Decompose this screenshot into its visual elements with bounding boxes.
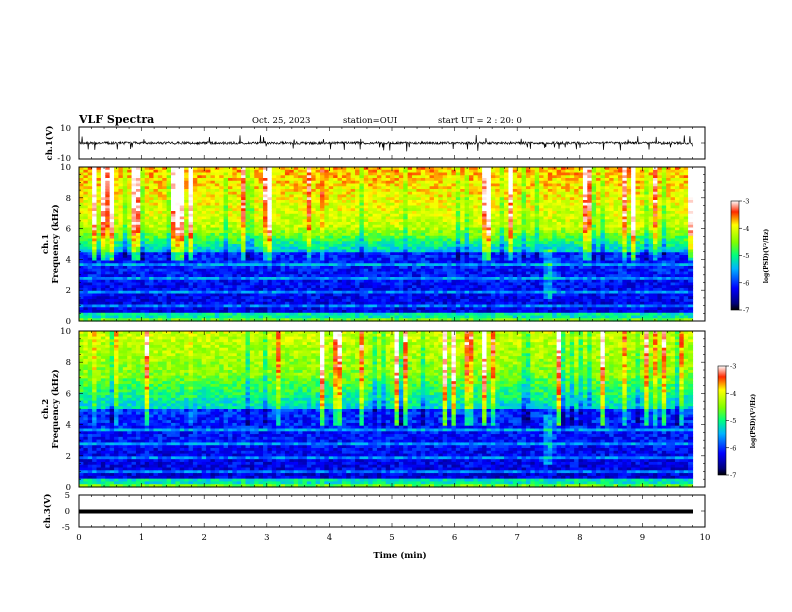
time-tick-label: 1: [139, 533, 144, 543]
ch1-ylabel: ch.1(V): [44, 126, 55, 161]
ch1-spec-ylabel-ch: ch.1: [41, 234, 51, 254]
time-tick-label: 8: [577, 533, 582, 543]
colorbar-tick-label: -4: [743, 225, 749, 233]
colorbar-tick-label: -7: [730, 472, 736, 480]
time-tick-label: 9: [640, 533, 645, 543]
x-axis-label: Time (min): [373, 550, 426, 561]
freq-tick-label: 8: [66, 358, 71, 368]
freq-tick-label: 4: [66, 255, 71, 265]
colorbar-tick-label: -6: [743, 279, 749, 287]
freq-tick-label: 0: [66, 483, 71, 493]
ch2-spectrogram-heatmap: [79, 331, 694, 488]
time-tick-label: 0: [76, 533, 81, 543]
time-tick-label: 4: [327, 533, 332, 543]
ch1-spec-ylabel-freq: Frequency (kHz): [50, 204, 61, 283]
freq-tick-label: 6: [66, 225, 71, 235]
ch3-waveform-trace: [79, 509, 693, 514]
ch2-spec-ylabel-ch: ch.2: [41, 399, 51, 419]
figure-title: VLF Spectra: [78, 113, 154, 126]
freq-tick-label: 10: [60, 163, 71, 173]
date-label: Oct. 25, 2023: [252, 116, 310, 126]
colorbar-tick-label: -6: [730, 444, 736, 452]
freq-tick-label: 4: [66, 421, 71, 431]
freq-tick-label: 0: [66, 317, 71, 327]
freq-tick-label: 2: [66, 452, 71, 462]
freq-tick-label: 10: [60, 327, 71, 337]
ch3-ytick-mid: 0: [65, 507, 70, 517]
time-tick-label: 7: [514, 533, 519, 543]
time-tick-label: 2: [201, 533, 206, 543]
freq-tick-label: 6: [66, 389, 71, 399]
ch1-colorbar: [730, 200, 740, 311]
ch2-spec-ylabel-freq: Frequency (kHz): [50, 369, 61, 448]
ch1-waveform-trace: [78, 134, 693, 152]
time-tick-label: 6: [452, 533, 457, 543]
ch1-ytick-bottom: -10: [57, 154, 71, 164]
colorbar-tick-label: -3: [730, 363, 736, 371]
ch3-ylabel: ch.3(V): [42, 494, 53, 529]
colorbar-tick-label: -3: [743, 198, 749, 206]
colorbar-tick-label: -7: [743, 307, 749, 315]
start-ut-label: start UT = 2 : 20: 0: [438, 116, 522, 126]
time-tick-label: 3: [264, 533, 269, 543]
colorbar-tick-label: -4: [730, 390, 736, 398]
freq-tick-label: 2: [66, 286, 71, 296]
ch2-colorbar: [717, 365, 727, 476]
ch1-spectrogram-heatmap: [79, 167, 694, 322]
ch1-colorbar-label: log(PSD)(V²/Hz): [763, 229, 770, 284]
time-tick-label: 10: [700, 533, 711, 543]
ch2-colorbar-label: log(PSD)(V²/Hz): [750, 394, 757, 449]
ch3-waveform-panel: 5 0 -5 ch.3(V): [42, 491, 706, 533]
time-tick-label: 5: [389, 533, 394, 543]
freq-tick-label: 8: [66, 194, 71, 204]
colorbar-tick-label: -5: [743, 252, 749, 260]
colorbar-tick-label: -5: [730, 417, 736, 425]
ch1-ytick-top: 10: [60, 124, 71, 134]
ch3-ytick-top: 5: [65, 491, 70, 501]
ch3-ytick-bottom: -5: [62, 523, 70, 533]
ch1-waveform-panel: 10 -10 ch.1(V): [44, 124, 706, 164]
station-label: station=OUI: [343, 116, 397, 126]
